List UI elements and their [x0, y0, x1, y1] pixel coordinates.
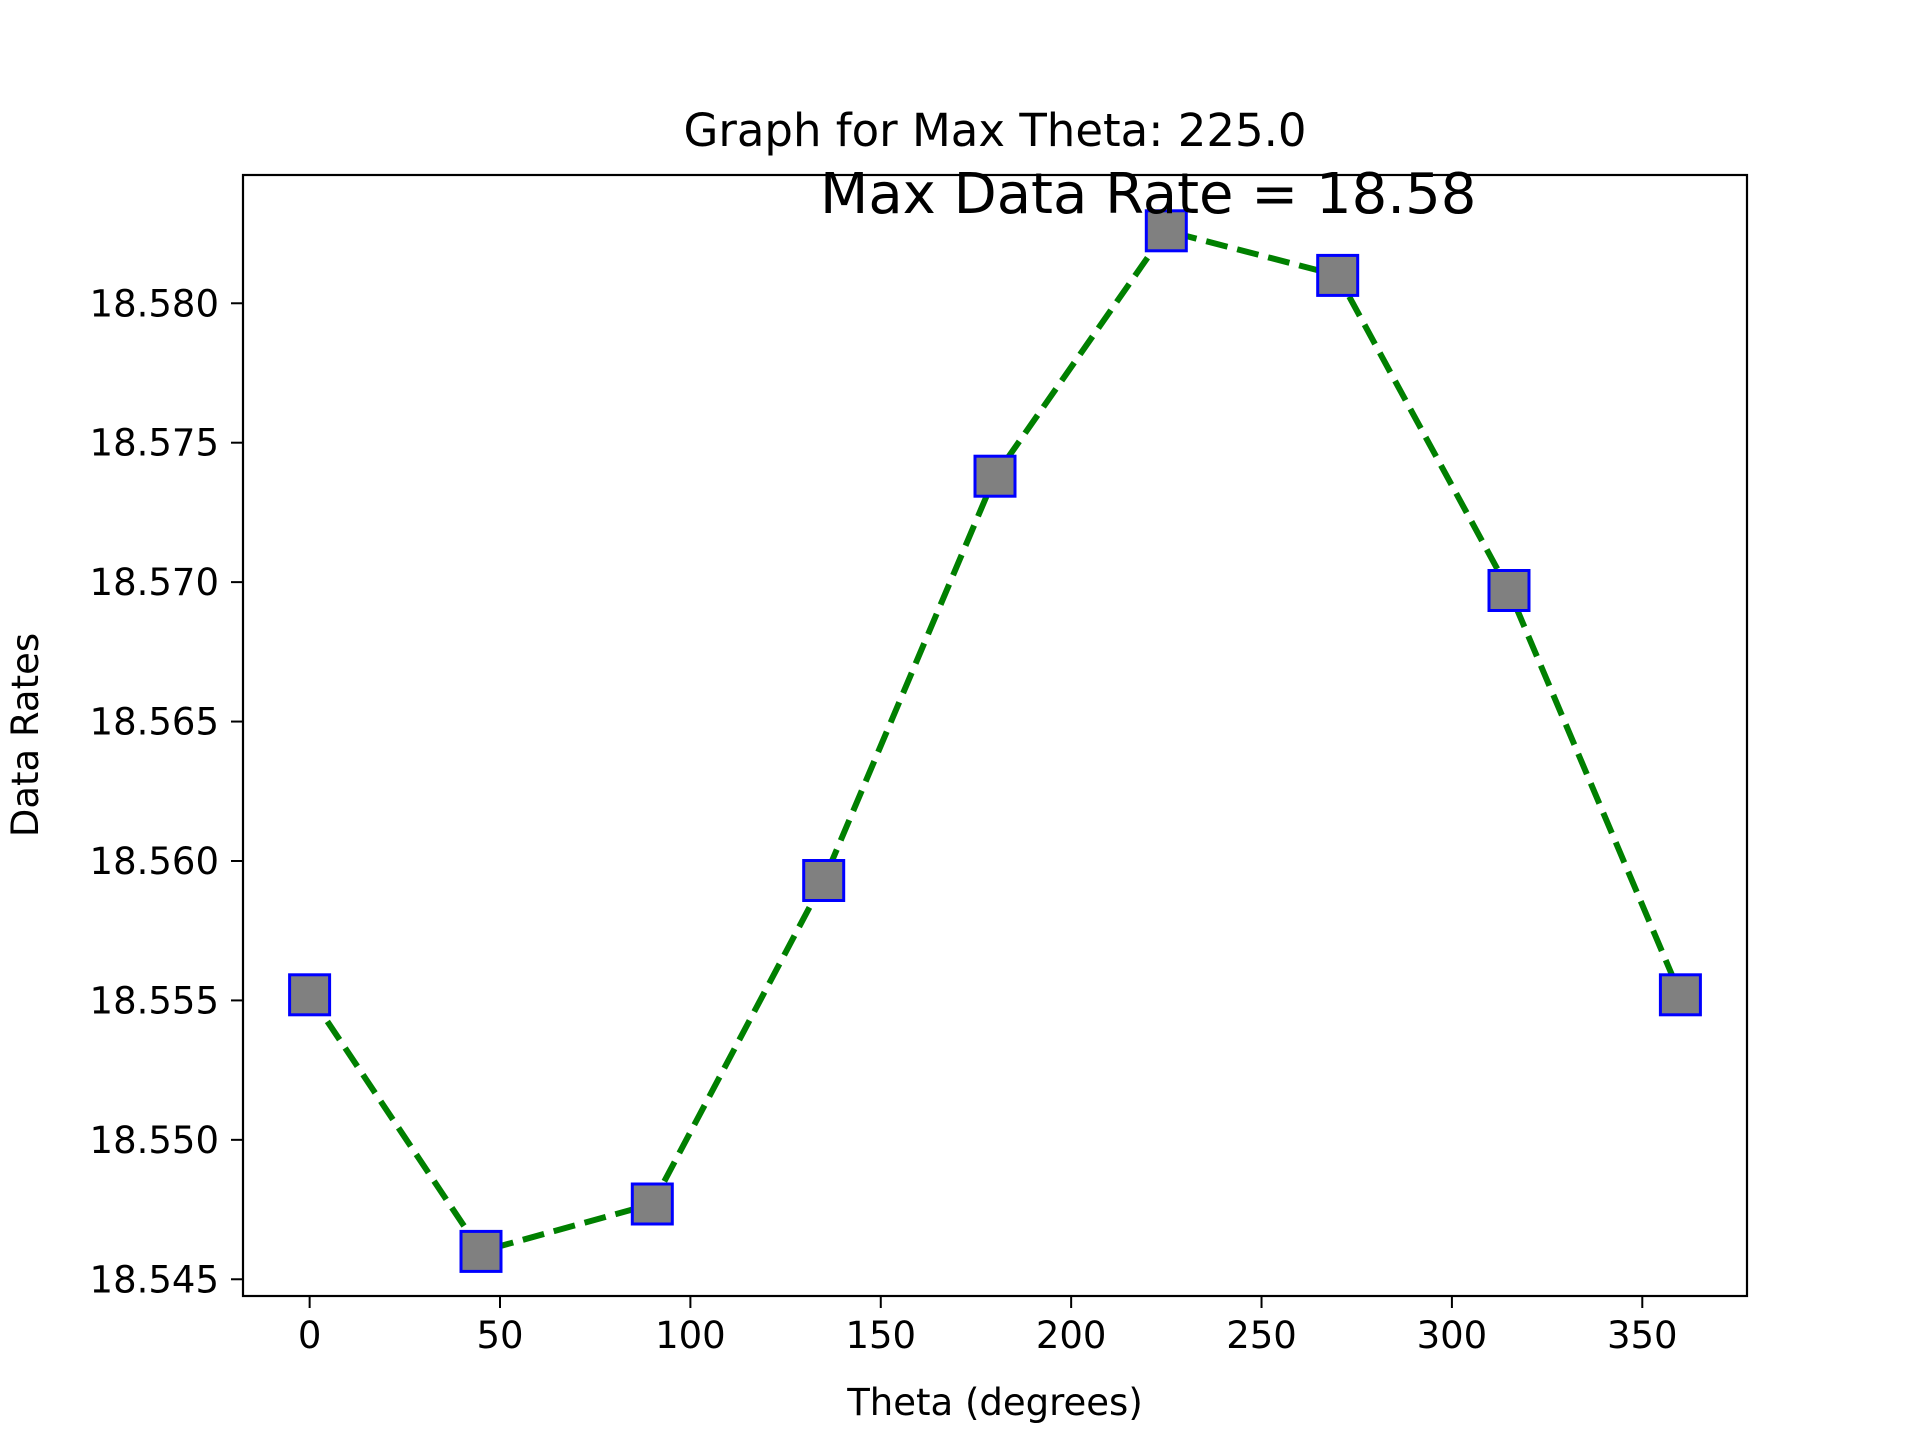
data-point-marker — [1144, 209, 1188, 253]
y-axis-label: Data Rates — [4, 633, 47, 837]
x-tick-label: 200 — [1036, 1314, 1107, 1357]
y-tick-label: 18.580 — [90, 282, 219, 325]
y-tick-label: 18.565 — [90, 701, 219, 744]
y-tick-label: 18.555 — [90, 979, 219, 1022]
y-tick-label: 18.570 — [90, 561, 219, 604]
max-data-rate-annotation: Max Data Rate = 18.58 — [820, 162, 1476, 227]
y-tick-label: 18.575 — [90, 422, 219, 465]
x-tick-label: 50 — [476, 1314, 523, 1357]
x-tick-label: 0 — [298, 1314, 322, 1357]
x-tick-label: 350 — [1607, 1314, 1678, 1357]
axes-frame — [241, 173, 1749, 1298]
data-point-marker — [288, 973, 332, 1017]
x-axis-label: Theta (degrees) — [846, 1381, 1143, 1424]
y-tick-label: 18.545 — [90, 1258, 219, 1301]
data-point-marker — [459, 1229, 503, 1273]
x-tick-label: 250 — [1226, 1314, 1297, 1357]
data-point-marker — [973, 454, 1017, 498]
x-tick-label: 300 — [1417, 1314, 1488, 1357]
axis-ticks: 0 50 100 150 200 250 300 350 18.545 18.550 18.555 1… — [90, 282, 1678, 1357]
y-tick-label: 18.560 — [90, 840, 219, 883]
y-tick-label: 18.550 — [90, 1119, 219, 1162]
data-point-marker — [630, 1182, 674, 1226]
chart-title: Graph for Max Theta: 225.0 — [683, 104, 1306, 157]
x-tick-label: 100 — [655, 1314, 726, 1357]
data-point-marker — [1658, 973, 1702, 1017]
data-point-marker — [802, 859, 846, 902]
plot-area — [288, 209, 1702, 1273]
data-point-marker — [1487, 569, 1531, 612]
data-point-marker — [1316, 253, 1360, 297]
x-tick-label: 150 — [845, 1314, 916, 1357]
